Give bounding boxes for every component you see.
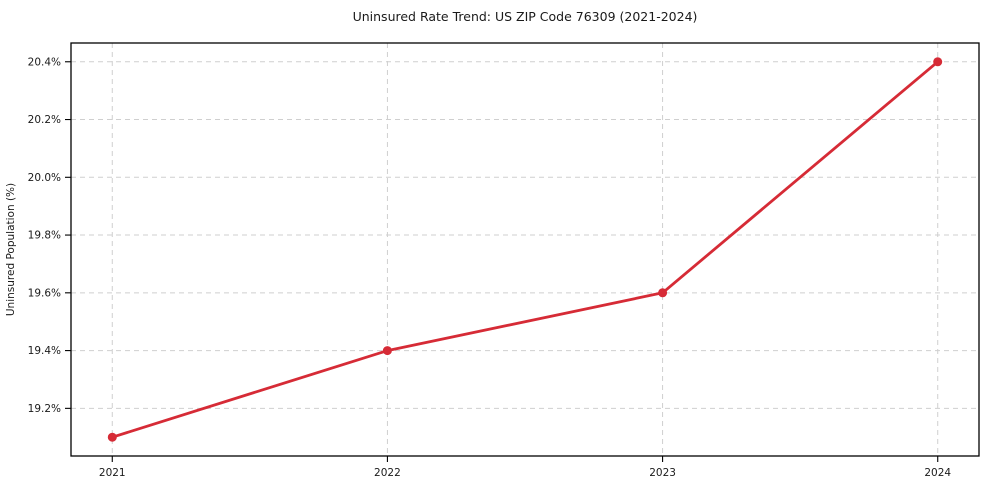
x-tick-label: 2023 bbox=[649, 467, 676, 479]
data-series bbox=[107, 57, 943, 442]
y-tick-label: 20.0% bbox=[28, 172, 61, 184]
x-tick-label: 2021 bbox=[99, 467, 126, 479]
chart-title: Uninsured Rate Trend: US ZIP Code 76309 … bbox=[353, 9, 698, 24]
x-tick-label: 2022 bbox=[374, 467, 401, 479]
axis-ticks: 19.2% 19.4% 19.6% 19.8% 20.0% 20.2% 20.4% 2021 2… bbox=[28, 56, 952, 479]
trend-line bbox=[110, 60, 940, 439]
plot-border bbox=[70, 42, 980, 457]
y-tick-label: 20.2% bbox=[28, 114, 61, 126]
y-tick-label: 19.4% bbox=[28, 345, 61, 357]
data-point-marker bbox=[933, 57, 943, 67]
gridlines bbox=[71, 43, 979, 456]
data-point-marker bbox=[107, 432, 117, 442]
y-tick-label: 19.8% bbox=[28, 230, 61, 242]
data-point-marker bbox=[382, 346, 392, 356]
y-tick-label: 19.2% bbox=[28, 403, 61, 415]
data-point-marker bbox=[658, 288, 668, 298]
y-tick-label: 20.4% bbox=[28, 56, 61, 68]
y-tick-label: 19.6% bbox=[28, 287, 61, 299]
y-axis-label: Uninsured Population (%) bbox=[5, 183, 17, 316]
x-tick-label: 2024 bbox=[924, 467, 951, 479]
